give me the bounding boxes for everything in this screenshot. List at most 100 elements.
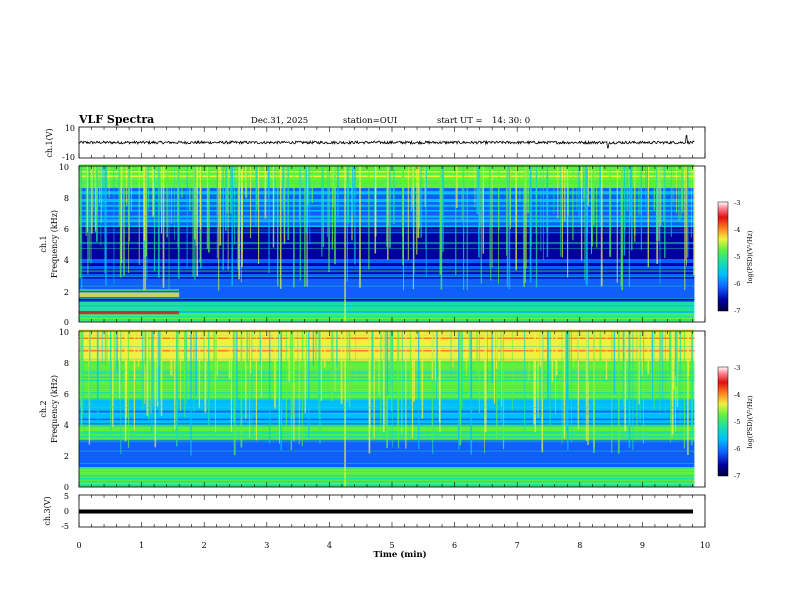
cbar1-label: log(PSD)(V²/Hz)	[746, 230, 754, 283]
spectrogram-band	[79, 301, 695, 304]
ch1-colorbar: -3 -4 -5 -6 -7 log(PSD)(V²/Hz)	[717, 199, 754, 315]
spectrogram-band	[79, 248, 695, 251]
ch1-spec-ytick-10: 10	[59, 163, 69, 172]
spectrogram-band	[79, 253, 695, 256]
spectrogram-band	[79, 293, 695, 296]
ch1-spec-ytick-6: 6	[64, 225, 69, 234]
spectrogram-band	[79, 485, 695, 488]
spectrogram-band	[79, 295, 695, 298]
x-axis-tick-labels: 0 1 2 3 4 5 6 7 8 9 10	[76, 541, 710, 550]
spectrogram-band	[79, 306, 695, 309]
spectrogram-band	[79, 448, 695, 450]
spectrogram-band	[79, 264, 695, 267]
cbar2-tick-m6: -6	[734, 445, 740, 453]
spectrogram-band	[79, 312, 695, 315]
spectrogram-band	[79, 449, 695, 452]
cbar2-tick-m5: -5	[734, 418, 740, 426]
cbar1-tick-m3: -3	[734, 199, 740, 207]
spectrogram-band	[79, 250, 695, 252]
ch1-spec-yticks: 0 2 4 6 8 10	[59, 163, 69, 327]
spectrogram-band	[79, 270, 695, 273]
x-tick-label: 1	[139, 541, 144, 550]
x-tick-label: 10	[700, 541, 710, 550]
ch2-spec-ylabel-channel: ch.2	[39, 400, 48, 417]
cbar1-tick-m5: -5	[734, 253, 740, 261]
spectrogram-band	[79, 477, 695, 480]
spectrogram-band	[79, 279, 695, 282]
spectrogram-band	[79, 276, 695, 279]
ch1-spec-ylabel-channel: ch.1	[39, 235, 48, 252]
ch3-ytick-bottom: -5	[61, 522, 69, 531]
spectrogram-band	[79, 314, 695, 316]
ch1-waveform-ticks	[78, 127, 706, 158]
spectrogram-band	[79, 259, 695, 262]
spectrogram-band	[79, 281, 695, 284]
spectrogram-band	[79, 468, 695, 471]
spectrogram-band	[79, 308, 695, 310]
ch1-spec-ytick-2: 2	[64, 288, 69, 297]
spectrogram-band	[79, 275, 695, 277]
cbar1-tick-m4: -4	[734, 226, 740, 234]
spectrogram-band	[79, 320, 695, 323]
x-tick-label: 5	[389, 541, 394, 550]
spectrogram-band	[79, 454, 695, 456]
spectrogram-band	[79, 479, 695, 481]
ch2-spec-ytick-6: 6	[64, 390, 69, 399]
spectrogram-band	[79, 261, 695, 263]
ch2-colorbar: -3 -4 -5 -6 -7 log(PSD)(V²/Hz)	[717, 364, 754, 480]
spectrogram-band	[79, 272, 695, 274]
x-tick-label: 6	[452, 541, 457, 550]
spectrogram-band	[79, 265, 695, 268]
spectrogram-band	[79, 256, 695, 259]
ch1-waveform-line	[78, 135, 695, 149]
ch1-spec-ylabel-freq: Frequency (kHz)	[50, 210, 59, 278]
spectrogram-band	[79, 258, 695, 260]
ch2-spec-yticks: 0 2 4 6 8 10	[59, 328, 69, 492]
spectrogram-band	[79, 329, 695, 332]
ch2-spectrogram-panel: 0 2 4 6 8 10 ch.2 Frequency (kHz)	[39, 328, 706, 492]
spectrogram-band	[79, 452, 695, 455]
ch2-spectrogram-ticks	[78, 331, 706, 487]
spectrogram-band	[79, 451, 695, 453]
spectrogram-band	[79, 292, 695, 295]
spectrogram-band	[79, 482, 695, 485]
spectrogram-band	[79, 457, 695, 460]
ch1-spec-ytick-8: 8	[64, 194, 69, 203]
spectrogram-band	[79, 289, 180, 291]
spectrogram-band	[79, 460, 695, 463]
spectrogram-band	[79, 474, 695, 477]
start-ut-label: start UT =	[437, 116, 483, 126]
x-tick-label: 9	[640, 541, 645, 550]
spectrogram-band	[79, 483, 695, 486]
ch2-spec-ytick-0: 0	[64, 483, 69, 492]
spectrogram-band	[79, 289, 695, 291]
ch1-spectrogram-panel: 0 2 4 6 8 10 ch.1 Frequency (kHz)	[39, 163, 706, 327]
spectrogram-band	[79, 309, 695, 312]
spectrogram-band	[79, 317, 695, 320]
ch1-spectrogram-ticks	[78, 166, 706, 322]
spectrogram-band	[79, 273, 695, 276]
ch3-waveform-panel: 5 0 -5 ch.3(V)	[43, 492, 706, 531]
spectrogram-band	[79, 304, 695, 307]
spectrogram-band	[79, 465, 695, 467]
spectrogram-band	[79, 298, 695, 301]
spectrogram-band	[79, 283, 695, 285]
ch3-ytick-top: 5	[64, 492, 69, 501]
spectrogram-band	[79, 278, 695, 281]
x-axis-label: Time (min)	[373, 549, 426, 560]
spectrogram-band	[79, 315, 695, 318]
ch1-spec-ytick-0: 0	[64, 318, 69, 327]
x-tick-label: 2	[202, 541, 207, 550]
spectrogram-band	[79, 458, 695, 461]
ch1-ytick-bottom: -10	[62, 153, 75, 162]
spectrogram-band	[79, 292, 180, 298]
spectrogram-band	[79, 480, 695, 483]
ch2-spec-ytick-8: 8	[64, 359, 69, 368]
ch1-spectrogram-image	[79, 164, 695, 323]
ch2-spec-ylabel-freq: Frequency (kHz)	[50, 375, 59, 443]
spectrogram-band	[79, 284, 695, 287]
cbar2-tick-m3: -3	[734, 364, 740, 372]
cbar1-tick-m6: -6	[734, 280, 740, 288]
figure-title: VLF Spectra	[78, 113, 154, 126]
